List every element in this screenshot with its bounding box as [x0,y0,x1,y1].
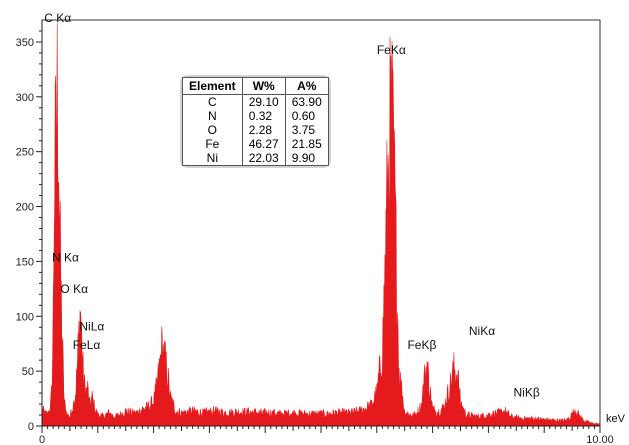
spectrum-series [41,23,601,427]
y-tick-label: 100 [16,311,34,323]
element-cell: N [182,109,243,123]
weight-percent-cell: 2.28 [241,123,286,137]
y-tick-label: 0 [28,421,34,433]
table-header-row: Element W% A% [182,77,329,95]
y-tick-label: 250 [16,147,34,159]
weight-percent-cell: 0.32 [241,109,286,123]
x-tick-label: 10.00 [586,434,614,445]
peak-label: N Kα [52,250,79,264]
table-body: C 29.10 63.90 N 0.32 0.60 O 2.28 3.75 Fe 46.27 21.8… [182,94,329,166]
weight-percent-cell: 29.10 [241,94,286,109]
element-cell: O [182,123,243,137]
atomic-percent-cell: 21.85 [284,137,329,151]
y-tick-label: 350 [16,37,34,49]
table-row: Ni 22.03 9.90 [182,151,329,166]
peak-label: O Kα [60,282,88,296]
x-axis-unit: keV [606,413,626,425]
spectrum-trace [41,23,601,427]
peak-label: NiKβ [514,385,540,399]
composition-table: Element W% A% C 29.10 63.90 N 0.32 0.60 O 2.28 3.7… [180,75,331,168]
peak-label: NiKα [469,324,495,338]
table-row: N 0.32 0.60 [182,109,329,123]
atomic-percent-cell: 9.90 [284,151,329,166]
atomic-percent-cell: 3.75 [284,123,329,137]
element-cell: C [182,94,243,109]
peak-label: FeLα [73,338,101,352]
element-cell: Fe [182,137,243,151]
peak-label: NiLα [79,320,104,334]
table-header-cell: Element [182,77,243,95]
table-row: O 2.28 3.75 [182,123,329,137]
y-tick-label: 50 [22,366,34,378]
table-row: Fe 46.27 21.85 [182,137,329,151]
table-header-cell: W% [241,77,286,95]
weight-percent-cell: 22.03 [241,151,286,166]
y-tick-label: 300 [16,92,34,104]
atomic-percent-cell: 0.60 [284,109,329,123]
peak-label: C Kα [44,11,71,25]
peak-label: FeKα [377,43,406,57]
y-tick-label: 200 [16,202,34,214]
y-tick-label: 150 [16,256,34,268]
weight-percent-cell: 46.27 [241,137,286,151]
axes: 0 50 100 150 200 250 300 350 0 10.00 keV [16,20,626,445]
element-cell: Ni [182,151,243,166]
peak-labels: C Kα N Kα O Kα NiLα FeLα FeKα FeKβ NiKα NiKβ [44,11,540,399]
x-tick-label: 0 [39,434,45,445]
peak-label: FeKβ [407,338,436,352]
atomic-percent-cell: 63.90 [284,94,329,109]
table-header-cell: A% [284,77,329,95]
table-row: C 29.10 63.90 [182,94,329,109]
